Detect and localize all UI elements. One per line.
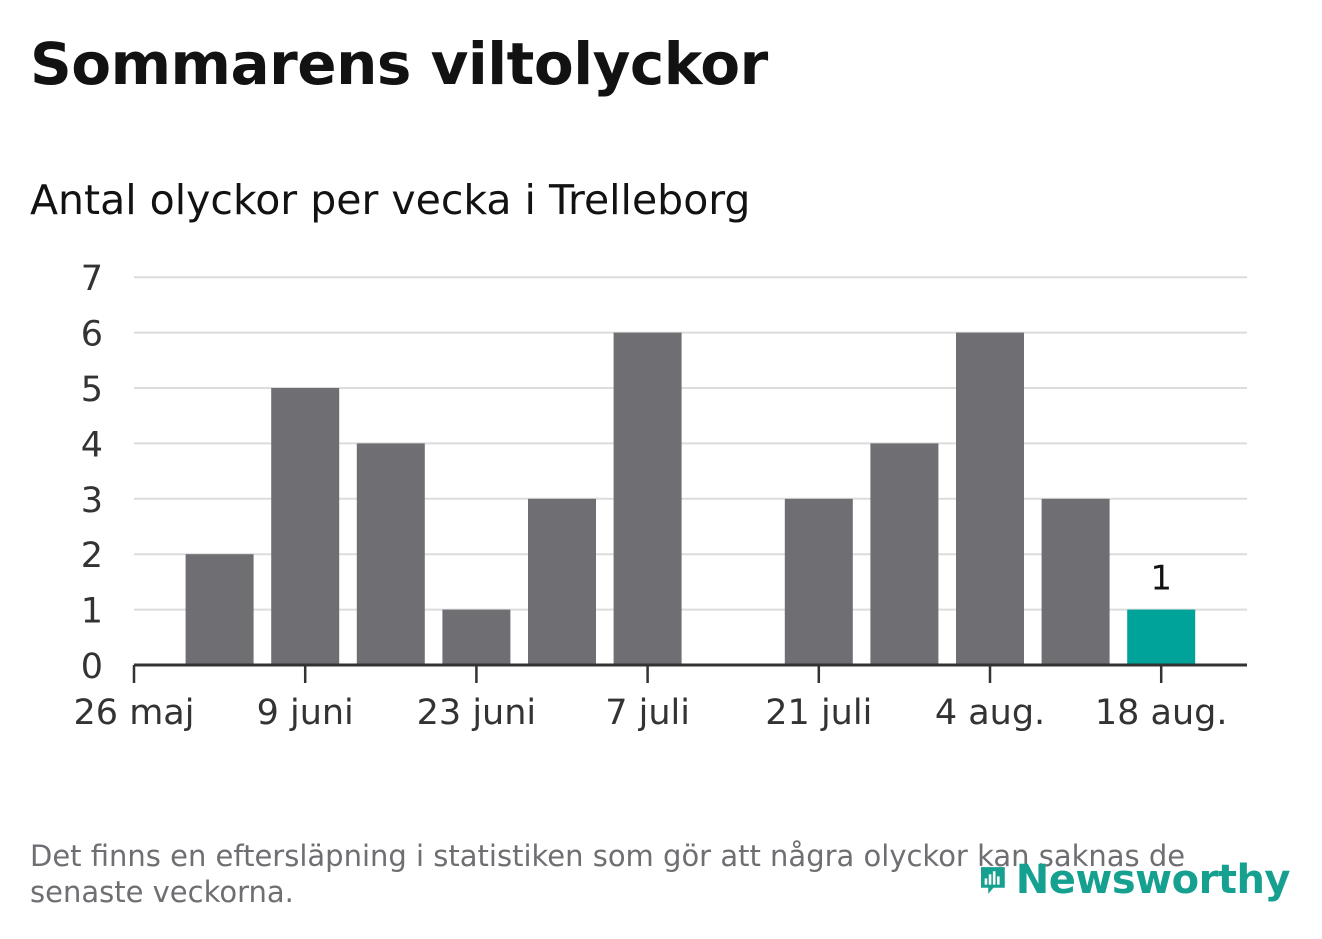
bar (271, 388, 340, 665)
bar (528, 498, 596, 665)
y-tick-label: 4 (81, 425, 103, 465)
bar (870, 443, 939, 665)
chart-title: Sommarens viltolyckor (30, 30, 768, 98)
newsworthy-logo-text: Newsworthy (1015, 857, 1291, 903)
bar (356, 443, 425, 665)
y-tick-label: 5 (81, 370, 103, 410)
bar (613, 332, 682, 665)
bar (442, 609, 511, 665)
x-tick-label: 18 aug. (1095, 693, 1228, 733)
x-tick-label: 7 juli (605, 693, 690, 733)
bar (1041, 498, 1110, 665)
x-tick-label: 23 juni (417, 693, 536, 733)
y-tick-label: 0 (81, 647, 103, 687)
y-tick-label: 2 (81, 536, 103, 576)
y-tick-label: 3 (81, 481, 103, 521)
x-tick-label: 21 juli (765, 693, 872, 733)
newsworthy-logo-icon (981, 867, 1005, 894)
data-label: 1 (1150, 559, 1172, 599)
x-tick-label: 9 juni (257, 693, 354, 733)
newsworthy-logo: Newsworthy (980, 848, 1291, 912)
bar (956, 332, 1024, 665)
y-tick-label: 7 (81, 259, 103, 299)
y-tick-label: 6 (81, 315, 103, 355)
bar (185, 554, 254, 665)
y-tick-label: 1 (81, 592, 103, 632)
x-tick-label: 26 maj (74, 693, 195, 733)
chart-subtitle: Antal olyckor per vecka i Trelleborg (30, 176, 751, 224)
bar (784, 498, 853, 665)
bar (1127, 609, 1196, 665)
bar-chart: 0 1 2 3 4 5 6 7 1 26 maj 9 juni 23 juni 7 juli 21 jul… (74, 259, 1247, 733)
x-tick-label: 4 aug. (935, 693, 1045, 733)
